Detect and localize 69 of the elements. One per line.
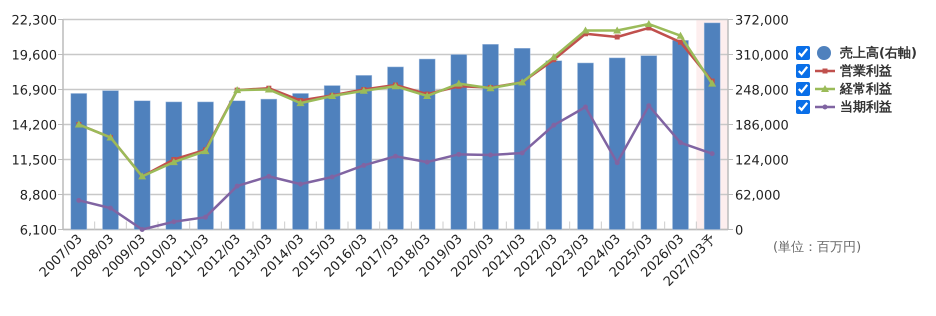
y-tick-label: 19,600: [12, 48, 57, 64]
bar: [577, 62, 594, 230]
point: [678, 40, 683, 45]
bar: [482, 44, 499, 230]
point: [708, 80, 716, 87]
point: [644, 20, 653, 28]
point: [614, 34, 620, 40]
legend-label: 営業利益: [840, 63, 892, 80]
point: [520, 150, 525, 156]
y2-tick-label: 0: [735, 224, 744, 238]
bar: [356, 75, 372, 230]
bar: [514, 48, 530, 230]
y2-tick-label: 62,000: [735, 188, 780, 204]
bar: [418, 58, 436, 230]
bar: [324, 85, 340, 230]
y2-tick-label: 248,000: [735, 84, 789, 98]
point: [613, 26, 622, 34]
point: [456, 152, 462, 157]
bar: [387, 66, 404, 230]
text: (単位：百万円): [773, 239, 862, 256]
y2-tick-label: 124,000: [735, 154, 789, 168]
y-tick-label: 6,100: [20, 224, 57, 238]
point: [140, 227, 145, 232]
bar: [166, 102, 182, 230]
point: [424, 160, 430, 165]
point: [361, 162, 366, 168]
point: [330, 174, 335, 180]
y-tick-label: 11,500: [12, 154, 57, 168]
point: [676, 32, 684, 39]
bar: [197, 102, 214, 230]
y-tick-label: 8,800: [20, 188, 57, 204]
y-tick-label: 16,900: [12, 84, 57, 98]
point: [266, 174, 272, 179]
bar: [450, 54, 468, 230]
point: [170, 158, 178, 166]
bar: [260, 98, 278, 230]
y-tick-label: 22,300: [12, 14, 57, 28]
y2-tick-label: 372,000: [735, 14, 789, 28]
point: [454, 80, 463, 87]
point: [203, 214, 208, 220]
bar: [546, 60, 562, 230]
point: [393, 154, 398, 159]
point: [234, 184, 240, 189]
y2-tick-label: 310,000: [735, 48, 789, 64]
legend-label: 売上高(右軸): [840, 44, 917, 62]
bar: [672, 40, 689, 230]
legend-label: 当期利益: [840, 99, 892, 116]
point: [646, 103, 652, 108]
point: [710, 151, 715, 156]
bar: [292, 93, 309, 230]
point: [582, 26, 590, 34]
y-tick-label: 14,200: [12, 118, 57, 134]
bar: [228, 100, 246, 230]
bar: [102, 90, 119, 230]
point: [583, 104, 588, 110]
point: [296, 99, 304, 106]
bar: [134, 100, 150, 230]
point: [171, 219, 176, 224]
bar: [640, 55, 658, 230]
point: [551, 122, 556, 128]
point: [678, 140, 683, 146]
legend-label: 経常利益: [840, 81, 892, 98]
point: [488, 152, 493, 158]
y2-tick-label: 186,000: [735, 118, 789, 134]
bar: [70, 93, 88, 230]
point: [108, 206, 113, 211]
bar: [608, 58, 626, 230]
point: [76, 198, 82, 203]
point: [298, 182, 303, 187]
